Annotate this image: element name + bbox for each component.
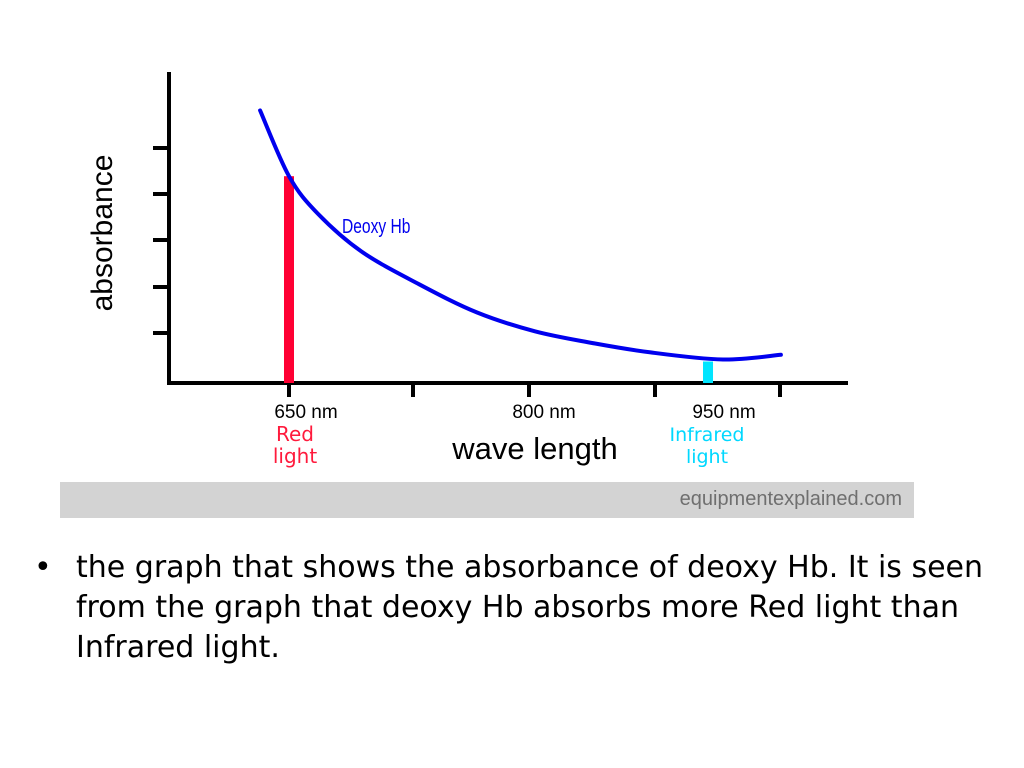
red-light-label-line1: Red (276, 422, 314, 446)
infrared-light-label-line1: Infrared (670, 424, 745, 446)
red-light-label-line2: light (273, 444, 317, 468)
y-ticks (153, 146, 169, 335)
series-label: Deoxy Hb (342, 215, 410, 237)
x-tick-label-950: 950 nm (692, 402, 755, 423)
bullet-point: • the graph that shows the absorbance of… (34, 548, 984, 668)
red-light-marker (284, 176, 294, 383)
deoxy-hb-curve (258, 108, 783, 362)
bullet-dot: • (34, 550, 52, 585)
y-axis-label: absorbance (86, 155, 119, 312)
watermark-text: equipmentexplained.com (679, 488, 902, 510)
x-ticks (287, 383, 782, 397)
infrared-light-marker (703, 361, 714, 383)
bullet-text: the graph that shows the absorbance of d… (76, 550, 984, 665)
x-tick-label-800: 800 nm (512, 402, 575, 423)
absorbance-chart: absorbance Deoxy Hb 650 nm 800 nm 950 nm… (86, 72, 848, 468)
infrared-light-label-line2: light (686, 446, 728, 468)
x-tick-label-650: 650 nm (274, 402, 337, 423)
x-axis-label: wave length (451, 431, 617, 466)
watermark-band: equipmentexplained.com (60, 482, 914, 518)
